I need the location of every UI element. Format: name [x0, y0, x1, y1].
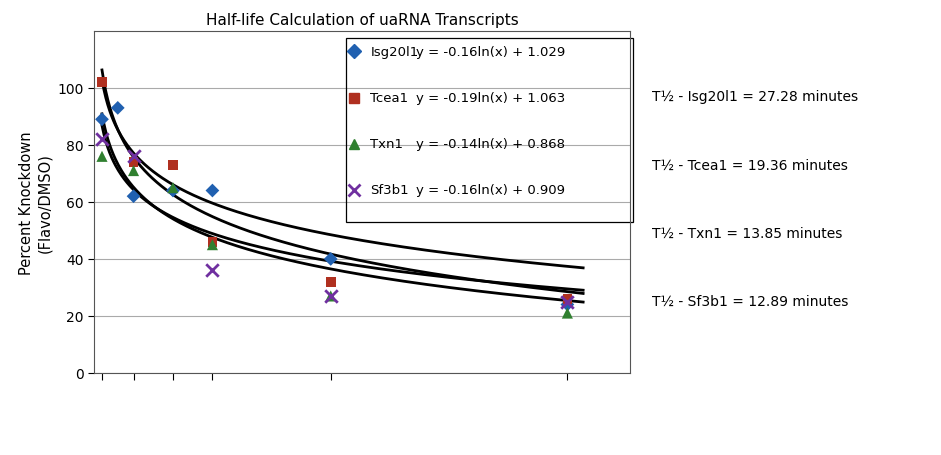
Title: Half-life Calculation of uaRNA Transcripts: Half-life Calculation of uaRNA Transcrip…: [206, 13, 518, 28]
Point: [166, 185, 181, 192]
Point: [323, 278, 338, 286]
Point: [560, 301, 575, 308]
Point: [126, 167, 141, 175]
Text: y = -0.19ln(x) + 1.063: y = -0.19ln(x) + 1.063: [416, 92, 566, 105]
Text: y = -0.16ln(x) + 1.029: y = -0.16ln(x) + 1.029: [416, 46, 566, 59]
Point: [205, 238, 220, 246]
Text: y = -0.14ln(x) + 0.868: y = -0.14ln(x) + 0.868: [416, 138, 565, 151]
Point: [560, 296, 575, 303]
Text: y = -0.16ln(x) + 0.909: y = -0.16ln(x) + 0.909: [416, 184, 565, 197]
Point: [126, 193, 141, 200]
Point: [166, 162, 181, 169]
Point: [205, 242, 220, 249]
Point: [560, 298, 575, 306]
Point: [94, 116, 109, 124]
Point: [323, 293, 338, 300]
Point: [560, 310, 575, 317]
Text: Isg20l1: Isg20l1: [371, 46, 419, 59]
Point: [323, 256, 338, 263]
Point: [205, 187, 220, 195]
Y-axis label: Percent Knockdown
(Flavo/DMSO): Percent Knockdown (Flavo/DMSO): [20, 131, 52, 274]
Text: Tcea1: Tcea1: [371, 92, 408, 105]
Text: Sf3b1: Sf3b1: [371, 184, 409, 197]
Point: [323, 293, 338, 300]
Point: [166, 187, 181, 195]
Point: [205, 267, 220, 274]
Point: [110, 105, 125, 112]
Text: Txn1: Txn1: [371, 138, 404, 151]
Bar: [346, 39, 633, 223]
Text: T½ - Isg20l1 = 27.28 minutes: T½ - Isg20l1 = 27.28 minutes: [652, 90, 858, 104]
Point: [94, 136, 109, 143]
Point: [126, 153, 141, 161]
Text: T½ - Txn1 = 13.85 minutes: T½ - Txn1 = 13.85 minutes: [652, 226, 842, 240]
Text: T½ - Tcea1 = 19.36 minutes: T½ - Tcea1 = 19.36 minutes: [652, 158, 848, 172]
Point: [126, 159, 141, 166]
Point: [94, 153, 109, 161]
Text: T½ - Sf3b1 = 12.89 minutes: T½ - Sf3b1 = 12.89 minutes: [652, 295, 848, 308]
Point: [94, 79, 109, 86]
